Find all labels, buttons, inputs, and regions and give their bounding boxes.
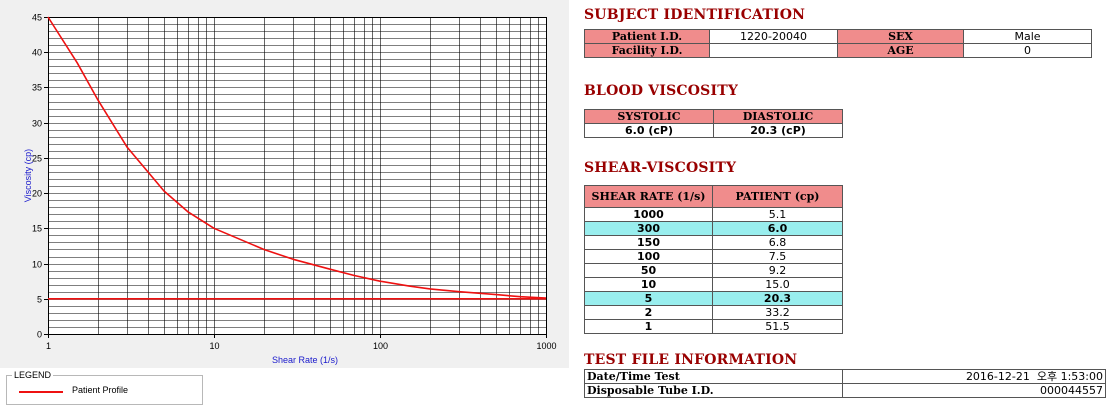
legend-title: LEGEND	[12, 370, 54, 380]
plot-border	[48, 17, 547, 335]
shear-rate-cell: 1000	[584, 207, 713, 222]
shear-row: 1000 5.1	[584, 207, 843, 222]
datetime-value: 2016-12-21 오후 1:53:00	[842, 369, 1106, 384]
shear-row: 1 51.5	[584, 319, 843, 334]
facility-id-value	[709, 43, 838, 58]
systolic-label: SYSTOLIC	[584, 109, 714, 124]
y-tick-label: 5	[37, 295, 42, 305]
shear-row: 10 15.0	[584, 277, 843, 292]
sex-label: SEX	[837, 29, 964, 44]
patient-cp-header: PATIENT (cp)	[712, 185, 843, 208]
viscosity-chart-panel: 0 5 10 15 20 25 30 35 40 45 1 10 100 1000 Shear Rate (…	[0, 0, 569, 368]
x-tick-label: 100	[373, 341, 388, 351]
series-line	[47, 16, 547, 299]
diastolic-label: DIASTOLIC	[713, 109, 843, 124]
patient-cp-cell: 6.8	[712, 235, 843, 250]
patient-id-label: Patient I.D.	[584, 29, 710, 44]
testfile-section-title: TEST FILE INFORMATION	[584, 352, 798, 368]
patient-cp-cell: 6.0	[712, 221, 843, 236]
tube-id-label: Disposable Tube I.D.	[584, 383, 843, 398]
patient-cp-cell: 9.2	[712, 263, 843, 278]
shear-rate-cell: 10	[584, 277, 713, 292]
shear-row: 50 9.2	[584, 263, 843, 278]
patient-cp-cell: 5.1	[712, 207, 843, 222]
shear-row: 100 7.5	[584, 249, 843, 264]
blood-viscosity-table: SYSTOLIC DIASTOLIC 6.0 (cP) 20.3 (cP)	[584, 109, 843, 138]
age-value: 0	[963, 43, 1092, 58]
viscosity-chart: 0 5 10 15 20 25 30 35 40 45 1 10 100 1000 Shear Rate (…	[23, 13, 557, 366]
shear-row: 300 6.0	[584, 221, 843, 236]
systolic-value: 6.0 (cP)	[584, 123, 714, 138]
shear-rate-cell: 50	[584, 263, 713, 278]
x-tick-label: 10	[209, 341, 219, 351]
subject-table: Patient I.D. 1220-20040 SEX Male Facilit…	[584, 29, 1092, 58]
y-tick-label: 15	[32, 224, 42, 234]
tube-id-value: 000044557	[842, 383, 1106, 398]
test-file-table: Date/Time Test 2016-12-21 오후 1:53:00 Dis…	[584, 369, 1106, 398]
chart-legend: LEGEND Patient Profile	[6, 370, 203, 405]
diastolic-value: 20.3 (cP)	[713, 123, 843, 138]
patient-cp-cell: 15.0	[712, 277, 843, 292]
shear-viscosity-table: SHEAR RATE (1/s) PATIENT (cp) 1000 5.1 300…	[584, 185, 843, 334]
shear-section-title: SHEAR-VISCOSITY	[584, 160, 737, 176]
shear-rate-cell: 5	[584, 291, 713, 306]
legend-entry-label: Patient Profile	[72, 385, 129, 395]
age-label: AGE	[837, 43, 964, 58]
subject-section-title: SUBJECT IDENTIFICATION	[584, 7, 806, 23]
facility-id-label: Facility I.D.	[584, 43, 710, 58]
plot-area	[48, 17, 546, 334]
y-tick-label: 10	[32, 260, 42, 270]
y-tick-label: 30	[32, 119, 42, 129]
shear-rate-cell: 2	[584, 305, 713, 320]
y-tick-label: 20	[32, 189, 42, 199]
shear-rate-header: SHEAR RATE (1/s)	[584, 185, 713, 208]
y-tick-label: 45	[32, 13, 42, 23]
patient-cp-cell: 51.5	[712, 319, 843, 334]
patient-cp-cell: 7.5	[712, 249, 843, 264]
shear-rate-cell: 300	[584, 221, 713, 236]
y-tick-label: 40	[32, 48, 42, 58]
blood-section-title: BLOOD VISCOSITY	[584, 83, 739, 99]
shear-rate-cell: 100	[584, 249, 713, 264]
y-tick-label: 25	[32, 154, 42, 164]
y-tick-label: 35	[32, 83, 42, 93]
legend-swatch	[19, 391, 63, 393]
patient-id-value: 1220-20040	[709, 29, 838, 44]
datetime-label: Date/Time Test	[584, 369, 843, 384]
shear-row: 2 33.2	[584, 305, 843, 320]
shear-rate-cell: 150	[584, 235, 713, 250]
shear-rate-cell: 1	[584, 319, 713, 334]
patient-cp-cell: 33.2	[712, 305, 843, 320]
shear-row: 5 20.3	[584, 291, 843, 306]
patient-cp-cell: 20.3	[712, 291, 843, 306]
y-axis-title: Viscosity (cp)	[23, 149, 33, 202]
x-tick-label: 1	[46, 341, 51, 351]
shear-row: 150 6.8	[584, 235, 843, 250]
sex-value: Male	[963, 29, 1092, 44]
y-tick-label: 0	[37, 330, 42, 340]
x-tick-label: 1000	[536, 341, 556, 351]
x-axis-title: Shear Rate (1/s)	[272, 355, 338, 365]
